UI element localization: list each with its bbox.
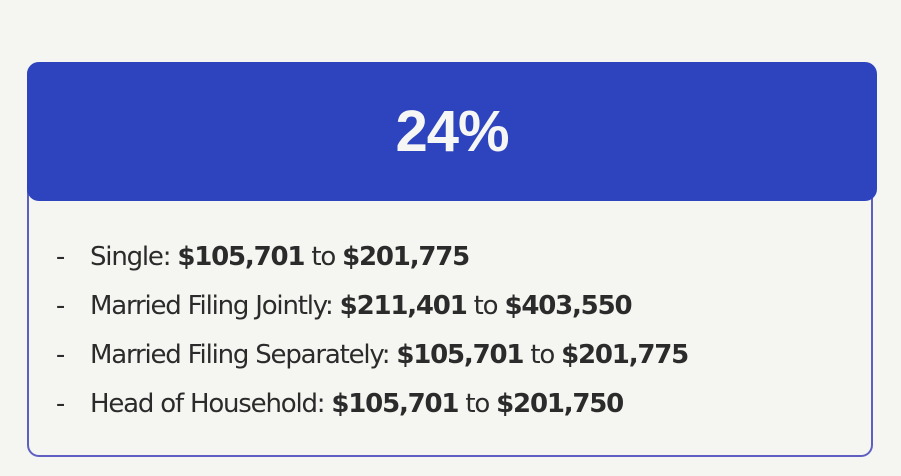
- range-separator: to: [458, 388, 497, 419]
- range-separator: to: [466, 290, 505, 321]
- range-to: $201,775: [342, 241, 470, 272]
- list-item-married-separately: - Married Filing Separately: $105,701 to…: [29, 330, 871, 379]
- row-text: Single: $105,701 to $201,775: [90, 241, 470, 272]
- dash-bullet-icon: -: [55, 388, 65, 419]
- row-text: Head of Household: $105,701 to $201,750: [90, 388, 624, 419]
- tax-bracket-card: 24% - Single: $105,701 to $201,775 - Mar…: [27, 62, 877, 457]
- row-text: Married Filing Separately: $105,701 to $…: [90, 339, 689, 370]
- bracket-rate: 24%: [395, 98, 509, 164]
- range-from: $105,701: [396, 339, 524, 370]
- range-to: $201,775: [561, 339, 689, 370]
- dash-bullet-icon: -: [55, 290, 65, 321]
- row-text: Married Filing Jointly: $211,401 to $403…: [90, 290, 633, 321]
- filing-status-label: Head of Household:: [90, 388, 332, 419]
- list-item-single: - Single: $105,701 to $201,775: [29, 232, 871, 281]
- range-separator: to: [304, 241, 343, 272]
- list-item-married-jointly: - Married Filing Jointly: $211,401 to $4…: [29, 281, 871, 330]
- filing-status-label: Single:: [90, 241, 178, 272]
- range-from: $105,701: [177, 241, 305, 272]
- filing-status-label: Married Filing Jointly:: [90, 290, 340, 321]
- range-separator: to: [523, 339, 562, 370]
- range-from: $105,701: [331, 388, 459, 419]
- dash-bullet-icon: -: [55, 241, 65, 272]
- range-to: $403,550: [504, 290, 632, 321]
- list-item-head-of-household: - Head of Household: $105,701 to $201,75…: [29, 379, 871, 428]
- filing-status-label: Married Filing Separately:: [90, 339, 397, 370]
- range-from: $211,401: [339, 290, 468, 321]
- income-range-list: - Single: $105,701 to $201,775 - Married…: [29, 232, 871, 428]
- dash-bullet-icon: -: [55, 339, 65, 370]
- range-to: $201,750: [496, 388, 624, 419]
- bracket-header: 24%: [27, 62, 877, 201]
